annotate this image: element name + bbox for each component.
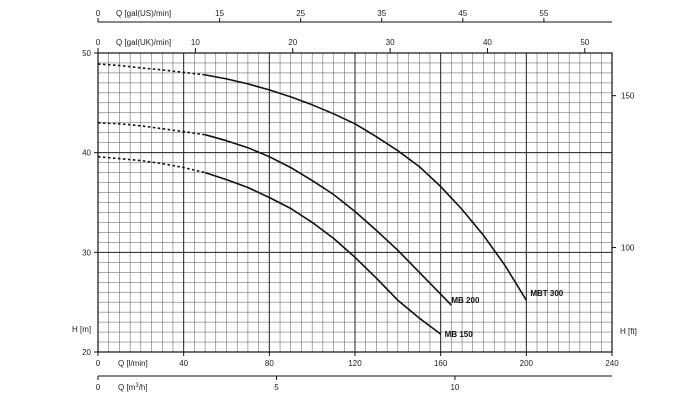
y-right-tick-label: 100 [621,244,635,253]
x-us-axis-label: Q [gal(US)/min] [116,9,171,18]
x-axis-label: Q [l/min] [118,359,148,368]
x-tick-label: 120 [348,359,362,368]
x-us-tick-label: 55 [539,9,548,18]
x-m3h-tick-label: 10 [450,383,459,392]
x-uk-tick-label: 20 [288,38,297,47]
y-right-tick-label: 150 [621,92,635,101]
series-line [204,74,527,301]
x-uk-tick-label: 40 [483,38,492,47]
series-label: MB 150 [445,330,474,339]
series-label: MBT 300 [530,289,563,298]
x-us-tick-label: 35 [377,9,386,18]
x-tick-label: 0 [96,359,101,368]
x-uk-tick-label: 30 [386,38,395,47]
y-right-axis-label: H [ft] [620,327,637,336]
y-tick-label: 50 [82,49,91,58]
series-line [204,133,452,306]
y-tick-label: 20 [82,348,91,357]
x-us-tick-label: 15 [215,9,224,18]
curves: MBT 300 MB 200 MB 150 [97,63,564,339]
x-tick-label: 240 [605,359,619,368]
x-us-tick-label: 25 [296,9,305,18]
x-us-tick-label: 45 [458,9,467,18]
x-tick-label: 40 [179,359,188,368]
x-uk-tick-label: 10 [191,38,200,47]
series-line [204,171,442,335]
x-uk-tick-label: 0 [96,38,101,47]
x-m3h-tick-label: 5 [274,383,279,392]
x-uk-tick-label: 50 [580,38,589,47]
y-tick-label: 30 [82,248,91,257]
x-uk-axis-label: Q [gal(UK)/min] [116,38,171,47]
series-line-dashed [97,155,206,174]
x-tick-label: 80 [265,359,274,368]
series-label: MB 200 [451,296,480,305]
y-tick-label: 40 [82,149,91,158]
x-tick-label: 200 [520,359,534,368]
x-us-tick-label: 0 [96,9,101,18]
x-tick-label: 160 [434,359,448,368]
y-axis-label: H [m] [72,325,91,334]
x-m3h-axis-label: Q [m3/h] [118,383,148,392]
x-m3h-tick-label: 0 [96,383,101,392]
